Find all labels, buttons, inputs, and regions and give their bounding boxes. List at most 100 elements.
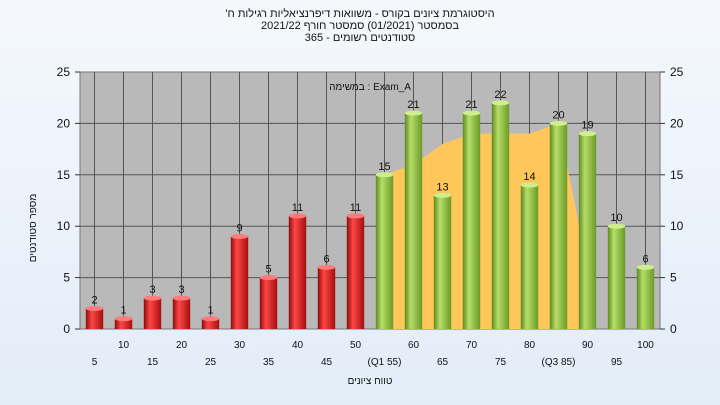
- bar-top: [114, 316, 133, 322]
- bar-top: [230, 233, 249, 239]
- x-tick-label: 100: [637, 340, 654, 351]
- value-label: 21: [407, 99, 419, 111]
- bar-top: [462, 110, 481, 116]
- value-label: 20: [552, 109, 564, 121]
- value-label: 5: [265, 264, 271, 276]
- value-label: 22: [494, 89, 506, 101]
- bar-top: [85, 305, 104, 311]
- bar-top: [172, 295, 191, 301]
- chart-title-line-1: 'היסטוגרמת ציונים בקורס - משוואות דיפרנצ…: [225, 8, 495, 20]
- x-tick-label: 25: [205, 357, 217, 368]
- value-label: 3: [149, 284, 155, 296]
- bar-body: [462, 113, 481, 330]
- x-tick-label: 50: [350, 340, 362, 351]
- value-label: 19: [581, 120, 593, 132]
- bar-top: [491, 100, 510, 106]
- x-axis-label: טווח ציונים: [348, 376, 393, 387]
- bar-body: [375, 174, 394, 329]
- x-tick-label: (Q3 85): [542, 357, 576, 368]
- bar-30: [230, 233, 249, 329]
- y-tick-label-right: 20: [670, 116, 684, 130]
- bar-20: [172, 295, 191, 329]
- value-label: 2: [91, 294, 97, 306]
- bar-75: [491, 100, 510, 329]
- bar-body: [317, 267, 336, 329]
- bar-top: [433, 192, 452, 198]
- y-tick-label-left: 5: [63, 271, 70, 285]
- y-tick-label-right: 15: [670, 168, 684, 182]
- x-tick-label: 15: [147, 357, 159, 368]
- bar-top: [375, 172, 394, 178]
- x-tick-label: 35: [263, 357, 275, 368]
- chart-title-line-3: סטודנטים רשומים - 365: [304, 32, 416, 44]
- x-tick-label: 20: [176, 340, 188, 351]
- bar-top: [520, 182, 539, 188]
- x-tick-label: 90: [582, 340, 594, 351]
- x-tick-label: 70: [466, 340, 478, 351]
- bar-body: [201, 318, 220, 329]
- bar-body: [636, 267, 655, 329]
- bar-10: [114, 316, 133, 329]
- bar-body: [520, 185, 539, 329]
- value-label: 11: [350, 202, 361, 214]
- y-tick-label-right: 10: [670, 219, 684, 233]
- bar-100: [636, 264, 655, 329]
- y-tick-label-left: 20: [57, 116, 71, 130]
- value-label: 1: [207, 305, 213, 317]
- chart-annotation: במשימה : Exam_A: [329, 82, 411, 93]
- y-tick-label-right: 0: [670, 322, 677, 336]
- bar-body: [230, 236, 249, 329]
- x-tick-label: 95: [611, 357, 623, 368]
- bar-body: [607, 226, 626, 329]
- y-tick-label-left: 10: [57, 219, 71, 233]
- bar-top: [404, 110, 423, 116]
- x-tick-label: 65: [437, 357, 449, 368]
- bar-top: [201, 316, 220, 322]
- bar-body: [288, 215, 307, 329]
- x-tick-label: 60: [408, 340, 420, 351]
- bar-15: [143, 295, 162, 329]
- x-tick-label: 5: [92, 357, 98, 368]
- bar-body: [114, 318, 133, 329]
- value-label: 13: [436, 181, 448, 193]
- x-tick-label: (Q1 55): [368, 357, 402, 368]
- x-tick-label: 45: [321, 357, 333, 368]
- bar-60: [404, 110, 423, 330]
- y-tick-label-left: 25: [57, 65, 71, 79]
- bar-body: [578, 133, 597, 329]
- bar-40: [288, 213, 307, 329]
- x-tick-label: 10: [118, 340, 130, 351]
- x-tick-label: 75: [495, 357, 507, 368]
- bar-90: [578, 131, 597, 329]
- bar-body: [143, 298, 162, 329]
- x-tick-label: 40: [292, 340, 304, 351]
- bar-80: [520, 182, 539, 329]
- bar-body: [85, 308, 104, 329]
- bar-70: [462, 110, 481, 330]
- bar-top: [346, 213, 365, 219]
- value-label: 3: [178, 284, 184, 296]
- y-axis-left: 0 5 10 15 20 25: [57, 65, 80, 336]
- bar-45: [317, 264, 336, 329]
- value-label: 11: [292, 202, 303, 214]
- bar-top: [607, 223, 626, 229]
- bar-5: [85, 305, 104, 329]
- y-tick-label-right: 25: [670, 65, 684, 79]
- y-axis-right: 0 5 10 15 20 25: [660, 65, 684, 336]
- chart-title-line-2: בסמסטר (01/2021) סמסטר חורף 2021/22: [260, 20, 460, 32]
- bar-55: [375, 172, 394, 329]
- x-tick-label: 30: [234, 340, 246, 351]
- bar-top: [259, 275, 278, 281]
- bar-50: [346, 213, 365, 329]
- bar-top: [317, 264, 336, 270]
- bar-top: [288, 213, 307, 219]
- bar-body: [346, 215, 365, 329]
- value-label: 15: [378, 161, 390, 173]
- bar-body: [491, 102, 510, 329]
- bar-body: [404, 113, 423, 330]
- bar-top: [636, 264, 655, 270]
- value-label: 14: [523, 171, 535, 183]
- value-label: 21: [465, 99, 477, 111]
- bar-body: [433, 195, 452, 329]
